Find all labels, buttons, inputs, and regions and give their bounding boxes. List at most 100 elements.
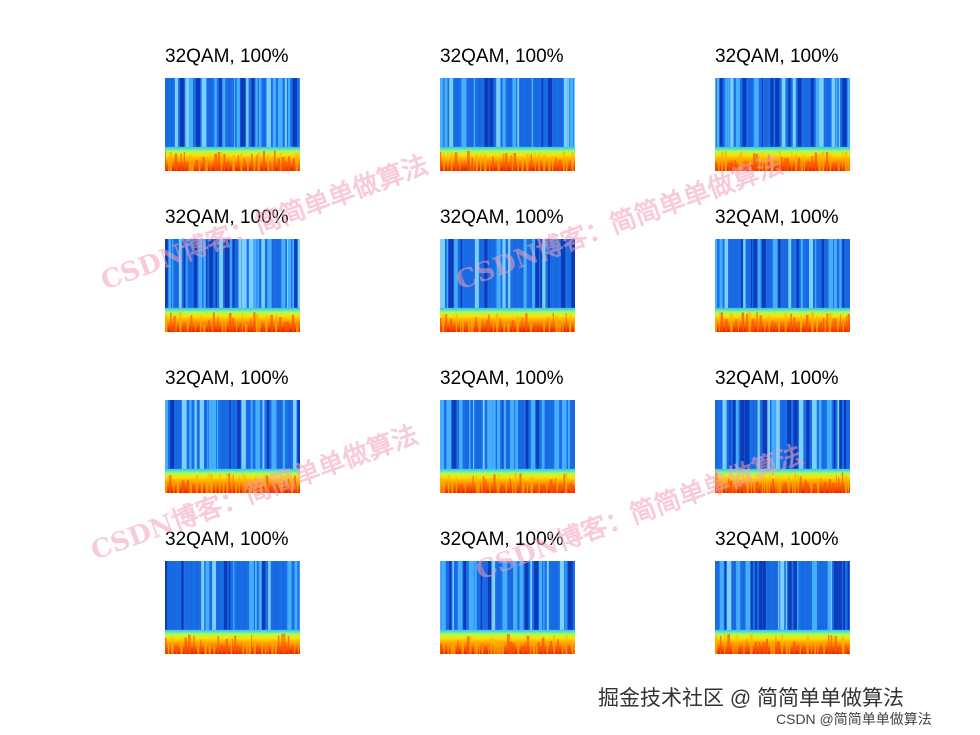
spectrogram-spike [443, 153, 445, 171]
spectrogram-spike [557, 639, 560, 654]
spectrogram-spike [273, 150, 276, 171]
spectrogram-spike [541, 483, 543, 493]
spectrogram-spike [440, 318, 442, 332]
spectrogram-spike [820, 477, 822, 493]
spectrogram-stripe [815, 239, 817, 310]
spectrogram-stripe [189, 239, 192, 310]
spectrogram-stripe [838, 561, 842, 632]
spectrogram-spike [208, 320, 210, 332]
spectrogram-spike [807, 161, 810, 171]
spectrogram-stripe [469, 400, 471, 471]
spectrogram-spike [464, 482, 466, 493]
spectrogram-spike [735, 483, 737, 493]
spectrogram-stripe [497, 400, 501, 471]
spectrogram-spike [838, 477, 840, 493]
spectrogram-spike [509, 641, 513, 654]
spectrogram-stripe [732, 400, 736, 471]
spectrogram-stripe [759, 561, 763, 632]
spectrogram-stripe [819, 78, 824, 149]
spectrogram-spike [240, 153, 243, 171]
spectrogram-stripe [762, 400, 768, 471]
spectrogram-spike [521, 645, 525, 654]
spectrogram-spike [485, 646, 487, 654]
spectrogram-spike [724, 150, 727, 171]
spectrogram-spike [783, 482, 785, 493]
spectrogram-spike [507, 323, 510, 332]
spectrogram-stripe [232, 239, 235, 310]
spectrogram-spike [530, 154, 533, 171]
spectrogram-stripe [477, 561, 479, 632]
spectrogram-panel: 32QAM, 100% [440, 207, 575, 332]
spectrogram-stripe [274, 561, 279, 632]
spectrogram-spike [526, 484, 529, 493]
spectrogram-panel: 32QAM, 100% [715, 368, 850, 493]
spectrogram-spike [481, 480, 483, 493]
spectrogram-stripe [503, 400, 506, 471]
spectrogram-stripe [792, 78, 796, 149]
spectrogram-stripe [761, 78, 763, 149]
spectrogram-spike [490, 638, 493, 654]
spectrogram-spike [192, 484, 195, 493]
spectrogram-spike [846, 315, 848, 332]
spectrogram-spike [441, 476, 443, 493]
spectrogram-stripe [818, 400, 822, 471]
spectrogram-spike [775, 478, 777, 493]
spectrogram-spike [540, 161, 542, 171]
spectrogram-spike [759, 315, 762, 332]
spectrogram-stripe [519, 561, 524, 632]
spectrogram-spike [794, 473, 797, 493]
spectrogram-stripe [745, 561, 751, 632]
spectrogram-stripe [726, 561, 732, 632]
spectrogram-spike [499, 163, 501, 171]
spectrogram-stripe [793, 400, 798, 471]
spectrogram-spike [806, 635, 809, 654]
spectrogram-stripe [788, 78, 791, 149]
spectrogram-spike [785, 642, 789, 654]
spectrogram-spike [295, 153, 299, 171]
spectrogram-stripe [750, 561, 753, 632]
spectrogram-stripe [809, 239, 813, 310]
spectrogram-stripe [488, 239, 492, 310]
spectrogram-spike [200, 480, 203, 493]
spectrogram-spike [232, 474, 234, 493]
spectrogram-stripe [772, 239, 778, 310]
spectrogram-stripe [452, 400, 457, 471]
spectrogram-stripe [562, 400, 567, 471]
spectrogram-spike [296, 479, 299, 493]
spectrogram-spike [559, 483, 562, 493]
spectrogram-spike [715, 472, 718, 493]
spectrogram-spike [841, 472, 844, 493]
spectrogram-spike [466, 636, 470, 654]
spectrogram-spike [784, 157, 787, 171]
spectrogram-stripe [165, 561, 168, 632]
spectrogram-stripe [815, 78, 820, 149]
spectrogram-stripe [543, 561, 545, 632]
spectrogram-spike [200, 639, 202, 654]
spectrogram-spike [186, 162, 189, 171]
spectrogram-stripe [838, 78, 840, 149]
spectrogram-spike [761, 478, 764, 493]
spectrogram-spike [820, 645, 823, 654]
spectrogram-stripe [281, 561, 286, 632]
spectrogram-spike [165, 150, 166, 171]
spectrogram-spike [521, 157, 524, 171]
spectrogram-stripe [821, 239, 825, 310]
spectrogram-stripe [761, 239, 766, 310]
spectrogram-spike [538, 324, 541, 332]
spectrogram-spike [496, 482, 499, 493]
spectrogram-spike [217, 152, 221, 171]
spectrogram-stripe [573, 78, 575, 149]
spectrogram-spike [746, 638, 748, 654]
spectrogram-spike [780, 634, 784, 654]
spectrogram-spike [532, 640, 535, 654]
spectrogram-spike [758, 153, 761, 171]
spectrogram-spike [493, 639, 496, 654]
spectrogram-panel: 32QAM, 100% [440, 46, 575, 171]
spectrogram-stripe [477, 78, 482, 149]
spectrogram-spike [450, 318, 453, 332]
spectrogram-stripe [519, 239, 524, 310]
spectrogram-stripe [529, 239, 532, 310]
spectrogram-stripe [186, 561, 188, 632]
spectrogram-spike [849, 646, 850, 654]
spectrogram-stripe [734, 239, 739, 310]
